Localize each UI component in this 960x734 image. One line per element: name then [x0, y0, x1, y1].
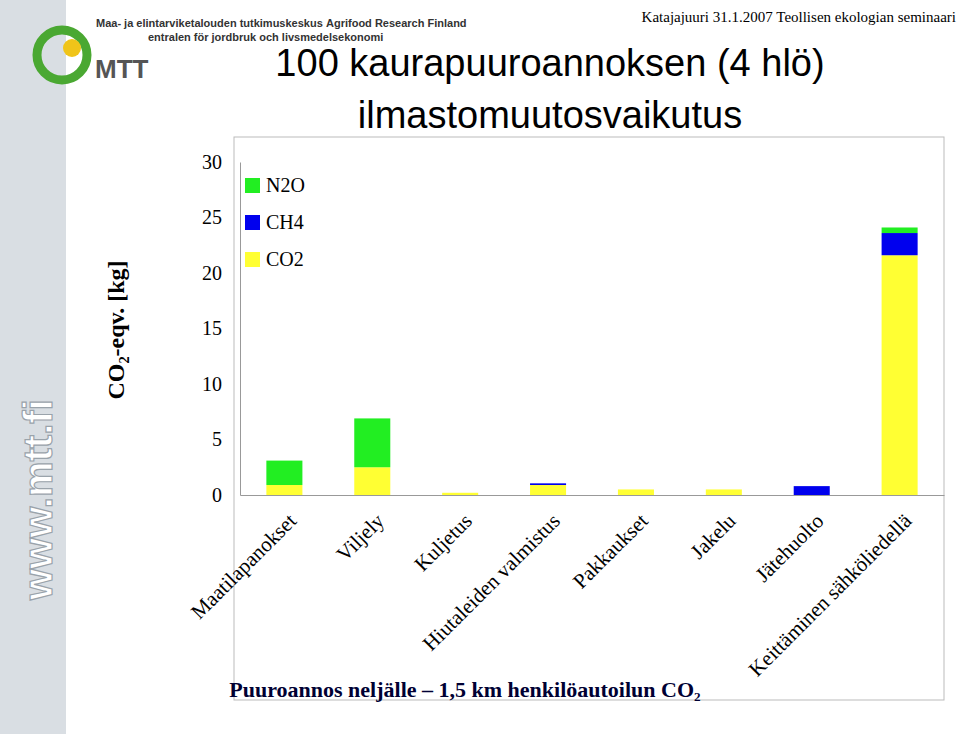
y-tick: 25: [202, 206, 240, 228]
bar-segment: [618, 489, 654, 490]
bars: [266, 227, 917, 495]
y-tick: 15: [202, 317, 240, 339]
bar-segment: [794, 486, 830, 495]
y-tick: 10: [202, 373, 240, 395]
x-tick: Keittäminen sähköliedellä: [744, 495, 917, 681]
logo-ring: [37, 30, 87, 80]
bar-segment: [442, 492, 478, 493]
chart: MTT Maa- ja elintarviketalouden tutkimusk…: [0, 0, 960, 734]
y-tick-label: 0: [212, 484, 222, 506]
y-tick-label: 30: [202, 151, 222, 173]
bar-segment: [266, 461, 302, 485]
y-tick: 30: [202, 151, 240, 173]
y-tick-label: 15: [202, 317, 222, 339]
header-org: Maa- ja elintarviketalouden tutkimuskesk…: [96, 17, 323, 29]
series: [266, 227, 917, 485]
bar-segment: [882, 227, 918, 233]
bar-segment: [706, 489, 742, 490]
y-tick: 0: [212, 484, 240, 506]
logo-text: MTT: [95, 54, 149, 84]
x-axis-line: [241, 495, 945, 496]
legend-swatch: [245, 178, 260, 193]
bar-segment: [618, 489, 654, 490]
bar-segment: [530, 483, 566, 484]
x-tick-label: Jakelu: [686, 508, 741, 563]
y-tick-label: 20: [202, 262, 222, 284]
y-tick-label: 5: [212, 428, 222, 450]
background: [0, 0, 960, 734]
bar-segment: [442, 493, 478, 495]
y-tick-label: 25: [202, 206, 222, 228]
x-tick-label: Hiutaleiden valmistus: [418, 509, 565, 656]
title-line: 100 kaurapuuroannoksen (4 hlö): [275, 42, 824, 84]
y-tick-label: 10: [202, 373, 222, 395]
logo-dot: [63, 39, 81, 57]
bar-segment: [530, 483, 566, 485]
bar-segment: [618, 489, 654, 495]
bar-segment: [266, 485, 302, 495]
event-note: Katajajuuri 31.1.2007 Teollisen ekologia…: [642, 9, 956, 25]
x-tick-label: Pakkaukset: [568, 509, 653, 594]
legend: N2O CH4 CO2: [245, 174, 305, 270]
legend-item: CO2: [245, 248, 304, 270]
legend-swatch: [245, 215, 260, 230]
bar-segment: [882, 233, 918, 255]
y-axis: 0 5 10 15 20 25 30: [202, 151, 241, 506]
title-line: ilmastomuutosvaikutus: [358, 94, 742, 136]
x-tick-label: Viljely: [332, 508, 390, 566]
footnote: Puuroannos neljälle – 1,5 km henkilöauto…: [229, 677, 701, 702]
bar-segment: [442, 492, 478, 493]
bar-segment: [794, 486, 830, 487]
frame: [234, 137, 944, 700]
x-tick: Viljely: [332, 495, 390, 566]
x-tick: Kuljetus: [410, 495, 477, 576]
x-tick: Jakelu: [686, 495, 741, 564]
bar-segment: [354, 418, 390, 467]
x-tick-label: Keittäminen sähköliedellä: [744, 508, 917, 681]
y-axis-line: [240, 163, 241, 496]
bar-segment: [530, 485, 566, 495]
x-tick: Jätehuolto: [750, 495, 828, 587]
side-strip: [0, 0, 66, 734]
y-tick: 5: [212, 428, 240, 450]
x-tick: Pakkaukset: [568, 495, 653, 593]
bar-segment: [354, 467, 390, 495]
y-tick: 20: [202, 262, 240, 284]
legend-label: CO2: [266, 248, 304, 270]
legend-item: CH4: [245, 211, 304, 233]
series: [530, 233, 918, 495]
x-tick: Hiutaleiden valmistus: [418, 495, 565, 656]
x-tick-label: Jätehuolto: [750, 509, 828, 587]
side-url: www.mtt.fi: [16, 399, 60, 601]
logo: MTT: [37, 30, 149, 84]
legend-item: N2O: [245, 174, 305, 196]
x-tick-label: Maatilapanokset: [186, 509, 301, 624]
bar-segment: [882, 255, 918, 495]
header-org-en: Agrifood Research Finland: [326, 17, 467, 29]
x-tick: Maatilapanokset: [186, 495, 301, 624]
y-axis-title: CO₂-eqv. [kg]: [103, 260, 129, 399]
legend-swatch: [245, 252, 260, 267]
bar-segment: [706, 489, 742, 495]
legend-label: CH4: [266, 211, 304, 233]
series: [266, 255, 917, 495]
title: 100 kaurapuuroannoksen (4 hlö) ilmastomuu…: [275, 42, 824, 136]
x-tick-label: Kuljetus: [410, 509, 477, 576]
legend-label: N2O: [266, 174, 305, 196]
x-axis: Maatilapanokset Viljely KuljetusHiutaleide…: [186, 495, 944, 681]
bar-segment: [706, 489, 742, 490]
